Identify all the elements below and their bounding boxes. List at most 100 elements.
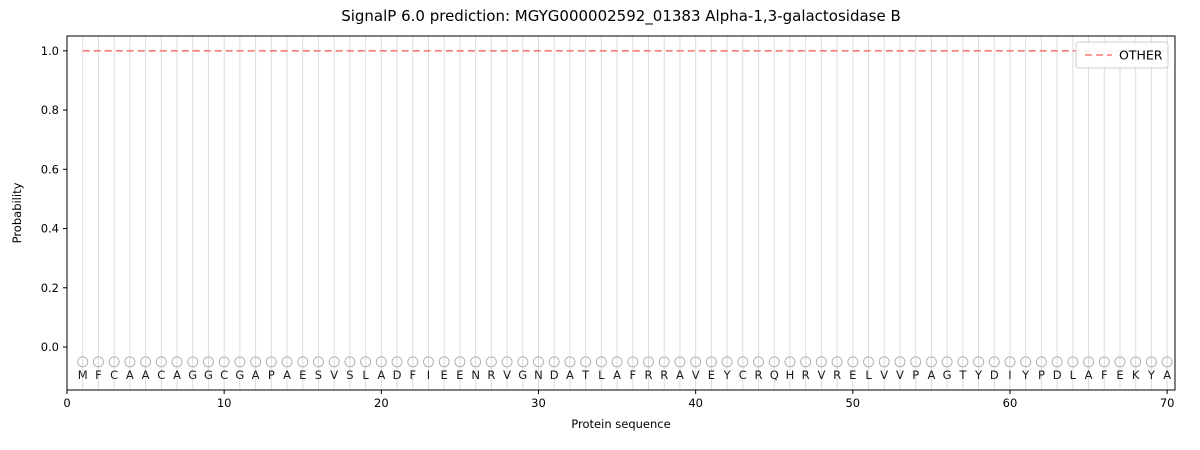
residue-letter: A — [126, 368, 134, 382]
residue-marker-circle — [737, 356, 749, 368]
residue-letter: G — [188, 368, 197, 382]
residue-marker-circle — [910, 356, 922, 368]
x-tick-label: 50 — [845, 396, 860, 410]
residue-marker-circle — [1020, 356, 1032, 368]
residue-letter: R — [645, 368, 653, 382]
residue-marker-circle — [658, 356, 670, 368]
residue-marker-circle — [77, 356, 89, 368]
residue-marker-circle — [187, 356, 199, 368]
residue-marker-circle — [375, 356, 387, 368]
residue-marker-circle — [690, 356, 702, 368]
residue-marker-circle — [831, 356, 843, 368]
residue-letter: D — [550, 368, 559, 382]
residue-letter: T — [581, 368, 590, 382]
residue-marker-circle — [925, 356, 937, 368]
residue-letter: R — [487, 368, 495, 382]
residue-marker-circle — [863, 356, 875, 368]
y-tick-label: 0.0 — [41, 340, 59, 354]
residue-letter: S — [315, 368, 322, 382]
residue-letter: N — [534, 368, 543, 382]
residue-letter: A — [283, 368, 291, 382]
residue-marker-circle — [470, 356, 482, 368]
residue-marker-circle — [532, 356, 544, 368]
residue-letter: E — [708, 368, 715, 382]
residue-letter: D — [393, 368, 402, 382]
residue-marker-circle — [1067, 356, 1079, 368]
residue-letter: A — [613, 368, 621, 382]
residue-letter: R — [802, 368, 810, 382]
residue-marker-circle — [564, 356, 576, 368]
residue-letter: E — [456, 368, 463, 382]
residue-letter: A — [1085, 368, 1093, 382]
residue-letter: C — [110, 368, 118, 382]
residue-letter: A — [566, 368, 574, 382]
residue-marker-circle — [218, 356, 230, 368]
y-tick-label: 0.8 — [41, 103, 59, 117]
y-tick-label: 1.0 — [41, 44, 59, 58]
residue-letter: L — [865, 368, 872, 382]
residue-letter: T — [958, 368, 967, 382]
residue-letter: E — [299, 368, 306, 382]
residue-letter: V — [692, 368, 700, 382]
residue-marker-circle — [595, 356, 607, 368]
residue-marker-circle — [674, 356, 686, 368]
chart-title: SignalP 6.0 prediction: MGYG000002592_01… — [341, 7, 901, 25]
residue-marker-circle — [878, 356, 890, 368]
residue-marker-circle — [800, 356, 812, 368]
residue-letter: F — [409, 368, 416, 382]
residue-letter: G — [204, 368, 213, 382]
residue-letter: N — [471, 368, 480, 382]
residue-letter: V — [503, 368, 511, 382]
residue-letter: A — [252, 368, 260, 382]
residue-marker-circle — [265, 356, 277, 368]
residue-marker-circle — [485, 356, 497, 368]
residue-letter: I — [427, 368, 430, 382]
residue-marker-circle — [973, 356, 985, 368]
residue-marker-circle — [988, 356, 1000, 368]
x-axis-label: Protein sequence — [571, 417, 671, 431]
y-tick-label: 0.4 — [41, 222, 59, 236]
residue-marker-circle — [360, 356, 372, 368]
residue-marker-circle — [312, 356, 324, 368]
residue-marker-circle — [281, 356, 293, 368]
residue-marker-circle — [705, 356, 717, 368]
residue-marker-circle — [438, 356, 450, 368]
residue-marker-circle — [391, 356, 403, 368]
residue-marker-circle — [627, 356, 639, 368]
residue-marker-circle — [1114, 356, 1126, 368]
residue-letter: Q — [770, 368, 779, 382]
residue-marker-circle — [941, 356, 953, 368]
residue-marker-circle — [422, 356, 434, 368]
residue-letter: A — [676, 368, 684, 382]
residue-letter: P — [268, 368, 275, 382]
residue-letter: Y — [1021, 368, 1030, 382]
x-tick-label: 10 — [217, 396, 232, 410]
residue-letter: C — [220, 368, 228, 382]
residue-marker-circle — [894, 356, 906, 368]
residue-letter: Y — [974, 368, 983, 382]
residue-marker-circle — [721, 356, 733, 368]
residue-marker-circle — [1161, 356, 1173, 368]
residue-marker-circle — [548, 356, 560, 368]
x-tick-label: 0 — [63, 396, 70, 410]
residue-letter: F — [629, 368, 636, 382]
residue-letter: I — [1008, 368, 1011, 382]
residue-marker-circle — [580, 356, 592, 368]
residue-marker-circle — [611, 356, 623, 368]
x-tick-label: 20 — [374, 396, 389, 410]
residue-letter: P — [1038, 368, 1045, 382]
residue-letter: G — [518, 368, 527, 382]
residue-marker-circle — [202, 356, 214, 368]
residue-letter: Y — [1147, 368, 1156, 382]
residue-letter: A — [1163, 368, 1171, 382]
residue-letter: A — [377, 368, 385, 382]
residue-letter: R — [833, 368, 841, 382]
residue-marker-circle — [957, 356, 969, 368]
residue-letter: V — [896, 368, 904, 382]
residue-marker-circle — [784, 356, 796, 368]
residue-marker-circle — [328, 356, 340, 368]
residue-letter: C — [157, 368, 165, 382]
residue-marker-circle — [155, 356, 167, 368]
residue-marker-circle — [297, 356, 309, 368]
